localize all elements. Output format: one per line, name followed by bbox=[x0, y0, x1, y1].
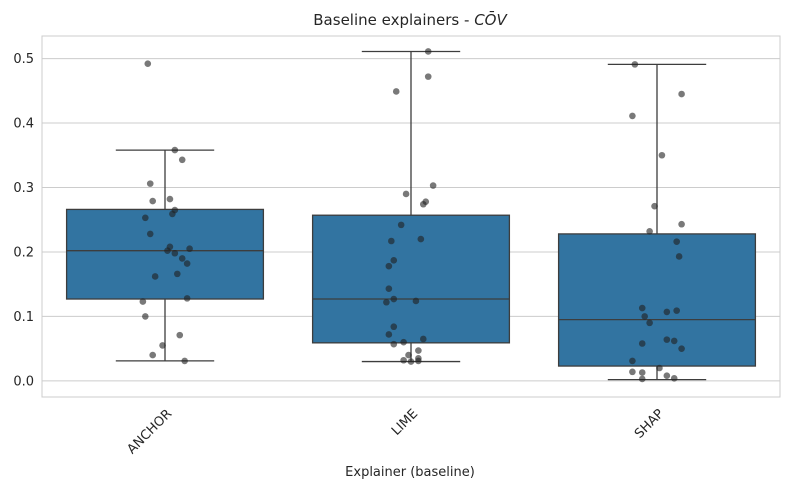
data-point bbox=[390, 340, 398, 348]
data-point bbox=[166, 195, 174, 203]
data-point bbox=[388, 237, 395, 245]
data-point bbox=[186, 245, 193, 253]
data-point bbox=[678, 345, 685, 352]
data-point bbox=[181, 357, 188, 365]
data-point bbox=[629, 112, 636, 120]
x-tick-labels: ANCHOR LIME SHAP bbox=[124, 406, 667, 457]
data-point bbox=[420, 200, 427, 208]
x-tick-label: LIME bbox=[389, 407, 421, 439]
data-points bbox=[139, 48, 685, 383]
x-tick-label: SHAP bbox=[632, 406, 667, 441]
data-point bbox=[171, 146, 179, 154]
data-point bbox=[390, 295, 398, 303]
y-tick-label: 0.3 bbox=[13, 181, 34, 196]
data-point bbox=[183, 260, 191, 267]
data-point bbox=[142, 214, 149, 222]
data-point bbox=[183, 295, 191, 302]
data-point bbox=[415, 347, 422, 354]
data-point bbox=[178, 156, 186, 164]
data-point bbox=[385, 285, 393, 293]
data-point bbox=[142, 313, 149, 320]
data-point bbox=[151, 273, 159, 280]
data-point bbox=[159, 342, 166, 349]
data-point bbox=[146, 180, 154, 187]
data-point bbox=[646, 228, 653, 235]
data-point bbox=[641, 313, 648, 320]
data-point bbox=[658, 151, 666, 159]
y-tick-label: 0.1 bbox=[13, 310, 34, 325]
x-axis-label: Explainer (baseline) bbox=[345, 465, 475, 480]
data-point bbox=[678, 90, 685, 98]
box-anchor bbox=[65, 149, 265, 362]
data-point bbox=[670, 337, 678, 345]
plot-frame bbox=[41, 35, 781, 398]
y-tick-label: 0.0 bbox=[13, 374, 34, 389]
data-point bbox=[678, 220, 685, 228]
data-point bbox=[176, 331, 184, 339]
data-point bbox=[390, 323, 398, 331]
box-shap bbox=[557, 63, 757, 381]
data-point bbox=[417, 235, 425, 243]
data-point bbox=[424, 73, 432, 80]
data-point bbox=[424, 48, 432, 55]
chart-title: Baseline explainers - CŌV bbox=[313, 10, 508, 29]
data-point bbox=[169, 210, 176, 218]
data-point bbox=[405, 351, 412, 359]
data-point bbox=[402, 190, 410, 198]
y-tick-label: 0.5 bbox=[13, 52, 34, 67]
data-point bbox=[392, 88, 400, 95]
data-point bbox=[663, 308, 671, 316]
data-point bbox=[420, 335, 427, 343]
y-tick-label: 0.2 bbox=[13, 245, 34, 260]
data-point bbox=[412, 297, 420, 305]
data-point bbox=[385, 262, 393, 270]
data-point bbox=[164, 247, 171, 254]
iqr-box bbox=[65, 208, 265, 300]
data-point bbox=[171, 249, 179, 257]
data-point bbox=[663, 336, 671, 343]
data-point bbox=[139, 298, 147, 305]
data-point bbox=[629, 368, 636, 376]
data-point bbox=[638, 304, 646, 312]
data-point bbox=[631, 61, 639, 68]
data-point bbox=[638, 375, 646, 383]
boxes bbox=[65, 50, 757, 381]
data-point bbox=[174, 270, 181, 278]
data-point bbox=[146, 230, 154, 238]
data-point bbox=[663, 372, 671, 380]
data-point bbox=[673, 307, 680, 314]
data-point bbox=[629, 357, 636, 365]
chart-title-text: Baseline explainers - bbox=[313, 11, 474, 29]
data-point bbox=[390, 257, 398, 264]
data-point bbox=[383, 298, 390, 306]
data-point bbox=[400, 356, 407, 364]
data-point bbox=[407, 358, 415, 365]
iqr-box bbox=[311, 214, 511, 344]
data-point bbox=[397, 221, 405, 229]
iqr-box bbox=[557, 233, 757, 367]
chart-title-math: CŌV bbox=[474, 10, 508, 29]
data-point bbox=[385, 331, 393, 338]
data-point bbox=[149, 197, 156, 205]
y-tick-labels: 0.0 0.1 0.2 0.3 0.4 0.5 bbox=[13, 52, 34, 389]
y-tick-label: 0.4 bbox=[13, 117, 34, 132]
data-point bbox=[144, 60, 152, 68]
data-point bbox=[651, 202, 658, 210]
data-point bbox=[675, 253, 683, 260]
data-point bbox=[673, 238, 680, 245]
data-point bbox=[415, 357, 422, 365]
data-point bbox=[429, 182, 437, 189]
data-point bbox=[149, 351, 156, 359]
data-point bbox=[400, 338, 407, 346]
x-tick-label: ANCHOR bbox=[124, 407, 175, 458]
data-point bbox=[178, 255, 186, 262]
box-lime bbox=[311, 50, 511, 363]
data-point bbox=[670, 375, 678, 382]
data-point bbox=[638, 369, 646, 376]
data-point bbox=[638, 340, 646, 347]
data-point bbox=[656, 364, 663, 372]
data-point bbox=[646, 319, 653, 327]
